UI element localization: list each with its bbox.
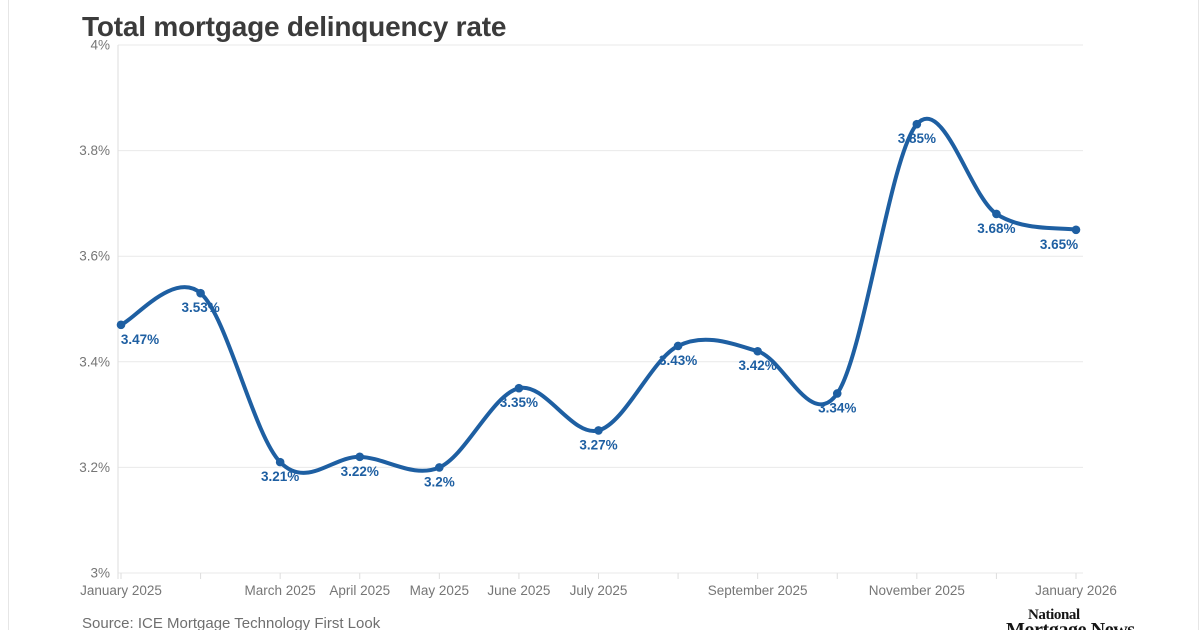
data-point <box>912 119 922 129</box>
data-point <box>673 341 683 351</box>
logo-line-2: Mortgage News <box>1006 619 1135 630</box>
card-left-border <box>8 0 9 630</box>
data-point-label: 3.43% <box>659 353 697 368</box>
y-axis-label: 3.8% <box>79 143 110 158</box>
data-point-label: 3.2% <box>424 474 455 489</box>
x-axis-label: June 2025 <box>487 583 550 598</box>
national-mortgage-news-logo: National Mortgage News <box>1006 608 1135 630</box>
trend-line <box>119 116 1078 475</box>
data-point-label: 3.27% <box>579 437 617 452</box>
logo-line-1: National <box>1028 607 1080 623</box>
data-point <box>753 346 762 356</box>
data-point <box>355 452 365 462</box>
x-axis-label: July 2025 <box>570 583 628 598</box>
data-point <box>435 463 444 472</box>
y-axis-label: 3.6% <box>79 249 110 264</box>
data-point-label: 3.47% <box>121 332 159 347</box>
data-point <box>992 209 1001 219</box>
x-axis-label: May 2025 <box>410 583 469 598</box>
x-axis-label: September 2025 <box>708 583 808 598</box>
data-point-label: 3.53% <box>181 300 219 315</box>
data-point <box>514 383 524 393</box>
data-point <box>275 457 285 467</box>
y-axis-label: 3.4% <box>79 354 110 369</box>
source-note: Source: ICE Mortgage Technology First Lo… <box>82 615 381 630</box>
x-axis-label: January 2026 <box>1035 583 1117 598</box>
x-axis-label: April 2025 <box>329 583 390 598</box>
data-point <box>1071 225 1081 235</box>
data-point-label: 3.65% <box>1040 237 1078 252</box>
y-axis-label: 3.2% <box>79 460 110 475</box>
data-point-label: 3.85% <box>898 131 936 146</box>
card-right-border <box>1198 0 1199 630</box>
data-point <box>832 389 842 398</box>
data-point <box>594 426 603 435</box>
data-point-label: 3.22% <box>341 464 379 479</box>
y-axis-label: 3% <box>90 566 110 581</box>
x-axis-label: January 2025 <box>80 583 162 598</box>
x-axis-label: November 2025 <box>869 583 965 598</box>
y-axis-label: 4% <box>90 38 110 53</box>
data-point-label: 3.35% <box>500 395 538 410</box>
data-point-label: 3.34% <box>818 400 856 415</box>
data-point-label: 3.42% <box>739 358 777 373</box>
data-point-label: 3.68% <box>977 221 1015 236</box>
chart-title: Total mortgage delinquency rate <box>82 10 507 42</box>
data-point-label: 3.21% <box>261 469 299 484</box>
data-point <box>196 288 205 298</box>
x-axis-label: March 2025 <box>245 583 316 598</box>
data-point <box>116 320 126 330</box>
